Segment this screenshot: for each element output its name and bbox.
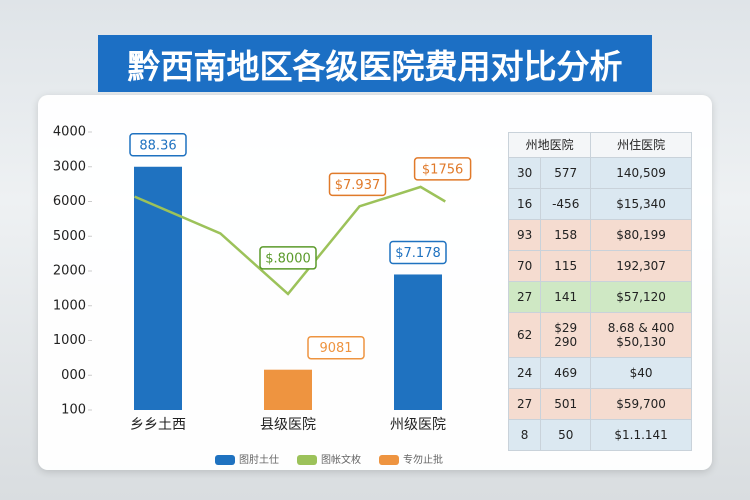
label-box <box>129 133 187 157</box>
table-cell: 115 <box>540 250 592 282</box>
table-row: 27 141 $57,120 <box>507 281 692 313</box>
table-row: 93 158 $80,199 <box>507 219 692 251</box>
y-tick-label: 3000 <box>53 159 86 174</box>
data-label-text: 9081 <box>319 341 352 356</box>
legend-swatch <box>215 455 235 465</box>
y-tick-label: 5000 <box>53 229 86 244</box>
table-cell: 16 <box>507 188 542 220</box>
table-cell: $29 290 <box>540 312 592 358</box>
data-label-text: $.8000 <box>265 251 311 266</box>
table-cell: 70 <box>507 250 542 282</box>
legend-label: 专勿止批 <box>403 453 443 466</box>
data-label-text: 88.36 <box>139 138 176 153</box>
table-cell: 30 <box>507 157 542 189</box>
legend-label: 图帐文枚 <box>321 453 361 466</box>
y-tick-label: 1000 <box>53 333 86 348</box>
table-cell: 469 <box>540 357 592 389</box>
header-cell: 州住医院 <box>590 132 692 158</box>
table-cell: 501 <box>540 388 592 420</box>
label-box <box>389 240 447 265</box>
table-row: 24 469 $40 <box>507 357 692 389</box>
table-cell: $80,199 <box>590 219 692 251</box>
table-row: 16 -456 $15,340 <box>507 188 692 220</box>
table-row: 27 501 $59,700 <box>507 388 692 420</box>
table-cell: $40 <box>590 357 692 389</box>
label-box <box>307 335 365 360</box>
data-label: $1756 <box>413 157 472 181</box>
table-cell: 62 <box>507 312 542 358</box>
data-label-text: $7.178 <box>395 246 441 261</box>
header-row: 州地医院 州住医院 <box>507 132 692 158</box>
table-row: 70 115 192,307 <box>507 250 692 282</box>
data-label: 88.36 <box>129 133 187 157</box>
table-cell: 27 <box>507 388 542 420</box>
y-tick-label: 4000 <box>53 125 86 140</box>
line <box>134 185 446 296</box>
table-cell: 93 <box>507 219 542 251</box>
table-cell: $59,700 <box>590 388 692 420</box>
table-cell: $1.1.141 <box>590 419 692 451</box>
data-label: $7.937 <box>328 172 387 197</box>
table-row: 30 577 140,509 <box>507 157 692 189</box>
table-cell: 140,509 <box>590 157 692 189</box>
table-cell: 8 <box>507 419 542 451</box>
data-table: 州地医院 州住医院 30 577 140,509 16 -456 $15,340 93 158 $8… <box>507 132 692 451</box>
data-label: $.8000 <box>259 246 317 270</box>
legend-label: 图肘土仕 <box>239 453 279 466</box>
data-label: 9081 <box>307 335 365 360</box>
table-cell: 27 <box>507 281 542 313</box>
legend-swatch <box>297 455 317 465</box>
x-tick-label: 乡乡土西 <box>130 417 186 433</box>
table-cell: 50 <box>540 419 592 451</box>
x-tick-label: 县级医院 <box>260 417 316 433</box>
data-label-text: $7.937 <box>335 178 381 193</box>
chart-title: 黔西南地区各级医院费用对比分析 <box>98 35 652 92</box>
table-row: 62 $29 290 8.68 & 400 $50,130 <box>507 312 692 358</box>
label-box <box>413 157 472 181</box>
legend-swatch <box>379 455 399 465</box>
y-tick-label: 6000 <box>53 194 86 209</box>
table-cell: $57,120 <box>590 281 692 313</box>
table-row: 8 50 $1.1.141 <box>507 419 692 451</box>
data-label-text: $1756 <box>422 162 463 177</box>
label-box <box>328 172 387 197</box>
table-cell: 24 <box>507 357 542 389</box>
y-tick-label: 1000 <box>53 298 86 313</box>
y-tick-label: 100 <box>61 403 86 418</box>
table-cell: 192,307 <box>590 250 692 282</box>
x-tick-label: 州级医院 <box>390 417 446 433</box>
bar <box>394 274 442 410</box>
table-cell: 158 <box>540 219 592 251</box>
bar <box>264 369 312 410</box>
table-cell: 577 <box>540 157 592 189</box>
table-cell: 8.68 & 400 $50,130 <box>590 312 692 358</box>
bar <box>134 166 182 410</box>
table-cell: $15,340 <box>590 188 692 220</box>
label-box <box>259 246 317 270</box>
data-label: $7.178 <box>389 240 447 265</box>
y-tick-label: 2000 <box>53 264 86 279</box>
y-tick-label: 000 <box>61 368 86 383</box>
header-cell: 州地医院 <box>507 132 592 158</box>
table-cell: -456 <box>540 188 592 220</box>
table-cell: 141 <box>540 281 592 313</box>
